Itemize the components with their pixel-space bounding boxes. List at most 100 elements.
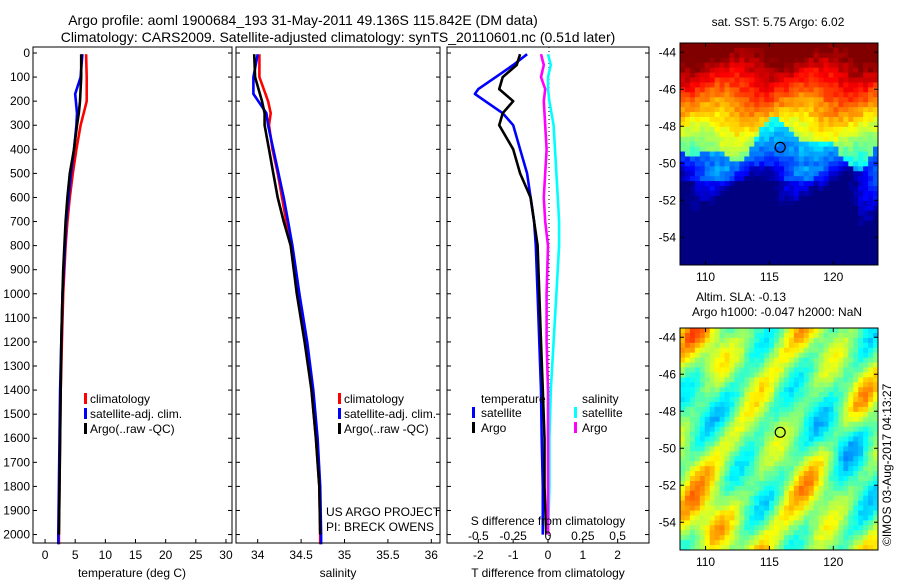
heatmap-cell xyxy=(838,505,844,512)
heatmap-cell xyxy=(823,397,830,403)
heatmap-cell xyxy=(863,181,869,187)
heatmap-cell xyxy=(714,520,721,526)
heatmap-cell xyxy=(818,220,825,227)
heatmap-cell xyxy=(729,480,736,487)
heatmap-cell xyxy=(729,225,736,232)
heatmap-cell xyxy=(754,92,760,98)
heatmap-cell xyxy=(803,166,810,172)
heatmap-cell xyxy=(769,446,775,452)
heatmap-cell xyxy=(734,87,740,93)
heatmap-cell xyxy=(694,461,701,467)
heatmap-cell xyxy=(754,131,760,138)
heatmap-cell xyxy=(694,337,701,344)
heatmap-cell xyxy=(873,545,878,550)
heatmap-cell xyxy=(823,97,830,103)
heatmap-cell xyxy=(739,77,745,84)
heatmap-cell xyxy=(808,342,815,349)
heatmap-cell xyxy=(754,156,760,162)
heatmap-cell xyxy=(848,476,854,482)
heatmap-cell xyxy=(684,466,691,472)
heatmap-cell xyxy=(783,181,790,187)
heatmap-cell xyxy=(694,107,701,113)
heatmap-cell xyxy=(729,342,736,349)
heatmap-cell xyxy=(769,530,775,536)
heatmap-cell xyxy=(818,402,825,408)
heatmap-cell xyxy=(759,441,765,447)
heatmap-cell xyxy=(689,436,696,443)
heatmap-cell xyxy=(838,220,844,227)
heatmap-cell xyxy=(734,205,740,212)
heatmap-cell xyxy=(749,260,755,265)
heatmap-cell xyxy=(759,530,765,536)
heatmap-cell xyxy=(684,52,691,59)
heatmap-cell xyxy=(823,500,830,507)
heatmap-cell xyxy=(739,166,745,172)
heatmap-cell xyxy=(759,332,765,339)
heatmap-cell xyxy=(848,505,854,512)
heatmap-cell xyxy=(729,156,736,162)
heatmap-cell xyxy=(779,92,785,98)
heatmap-cell xyxy=(803,515,810,521)
heatmap-cell xyxy=(813,510,820,517)
heatmap-cell xyxy=(798,411,805,418)
heatmap-cell xyxy=(868,121,874,128)
heatmap-cell xyxy=(779,476,785,482)
heatmap-cell xyxy=(798,426,805,433)
heatmap-cell xyxy=(793,176,800,182)
heatmap-cell xyxy=(833,451,839,457)
heatmap-cell xyxy=(808,471,815,477)
heatmap-cell xyxy=(734,136,740,143)
heatmap-cell xyxy=(724,176,731,182)
heatmap-cell xyxy=(709,195,716,202)
heatmap-cell xyxy=(689,245,696,251)
heatmap-cell xyxy=(704,67,711,74)
heatmap-cell xyxy=(754,260,760,265)
heatmap-cell xyxy=(714,250,721,256)
heatmap-cell xyxy=(838,357,844,364)
heatmap-cell xyxy=(754,411,760,418)
heatmap-cell xyxy=(803,215,810,222)
heatmap-cell xyxy=(818,421,825,428)
heatmap-cell xyxy=(719,372,726,378)
heatmap-cell xyxy=(863,161,869,167)
heatmap-cell xyxy=(848,161,854,167)
heatmap-cell xyxy=(774,500,780,507)
heatmap-cell xyxy=(764,92,770,98)
heatmap-cell xyxy=(744,141,750,148)
heatmap-cell xyxy=(724,151,731,158)
salinity-series-group xyxy=(252,53,323,545)
heatmap-cell xyxy=(704,406,711,413)
heatmap-cell xyxy=(838,490,844,497)
heatmap-cell xyxy=(774,82,780,88)
heatmap-cell xyxy=(788,230,795,236)
heatmap-cell xyxy=(783,97,790,103)
heatmap-cell xyxy=(838,102,844,108)
heatmap-cell xyxy=(853,500,859,507)
heatmap-cell xyxy=(774,402,780,408)
heatmap-cell xyxy=(783,82,790,88)
heatmap-cell xyxy=(764,240,770,246)
heatmap-cell xyxy=(699,166,706,172)
heatmap-cell xyxy=(709,367,716,373)
heatmap-cell xyxy=(868,485,874,492)
legend-label-temperature-argo: Argo xyxy=(481,421,507,435)
heatmap-cell xyxy=(694,176,701,182)
heatmap-cell xyxy=(724,416,731,423)
heatmap-cell xyxy=(699,176,706,182)
heatmap-cell xyxy=(719,485,726,492)
heatmap-cell xyxy=(739,436,745,443)
heatmap-cell xyxy=(744,426,750,433)
heatmap-cell xyxy=(803,520,810,526)
heatmap-cell xyxy=(858,480,864,487)
heatmap-cell xyxy=(873,332,878,339)
imos-credit: ©IMOS 03-Aug-2017 04:13:27 xyxy=(880,383,894,546)
heatmap-cell xyxy=(798,461,805,467)
heatmap-cell xyxy=(863,397,869,403)
heatmap-cell xyxy=(868,141,874,148)
heatmap-cell xyxy=(818,102,825,108)
heatmap-cell xyxy=(828,67,835,74)
heatmap-cell xyxy=(724,505,731,512)
heatmap-cell xyxy=(808,332,815,339)
heatmap-cell xyxy=(813,471,820,477)
heatmap-cell xyxy=(813,362,820,369)
